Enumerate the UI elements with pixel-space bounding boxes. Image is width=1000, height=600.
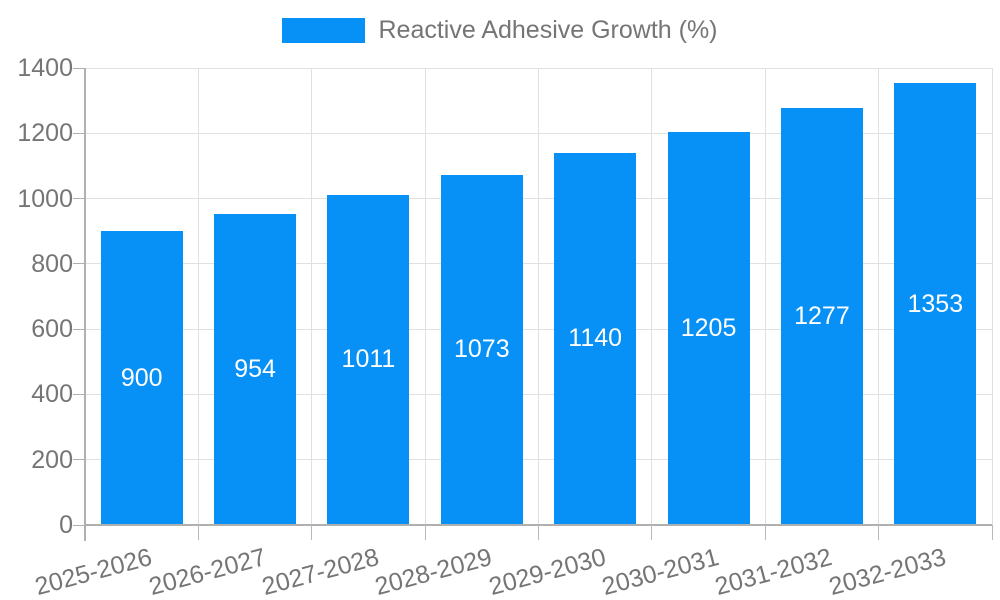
x-axis-tick [764,525,766,540]
y-tick-label: 1200 [17,119,73,148]
gridline-vertical [311,68,313,525]
gridline-vertical [991,68,993,525]
y-tick-label: 800 [31,249,73,278]
y-tick-label: 0 [59,511,73,539]
y-axis-tick [73,524,85,526]
bar-value-label: 1073 [454,335,510,364]
x-tick-label: 2025-2026 [32,543,155,600]
x-tick-label: 2032-2033 [825,543,949,600]
x-tick-label: 2028-2029 [372,543,496,600]
legend-label: Reactive Adhesive Growth (%) [378,16,718,44]
x-axis-tick [878,525,880,540]
x-tick-label: 2030-2031 [599,543,722,600]
y-axis-tick [73,132,85,134]
y-tick-label: 400 [31,380,73,409]
x-axis-tick [651,525,653,540]
gridline-vertical [764,68,766,525]
x-tick-label: 2031-2032 [712,543,836,600]
gridline-vertical [878,68,880,525]
y-tick-label: 200 [31,445,73,474]
bar-value-label: 1205 [680,313,737,342]
y-axis-tick [73,328,85,330]
bar-value-label: 1140 [568,324,623,353]
gridline-vertical [197,68,199,525]
y-axis-tick [73,263,85,265]
bar-value-label: 954 [234,354,276,383]
y-tick-label: 1000 [17,184,73,213]
gridline-vertical [651,68,653,525]
x-axis-tick [424,525,426,540]
bar-2029-2030: 1140 [554,152,637,525]
bar-2031-2032: 1277 [780,108,863,525]
bar-value-label: 1011 [341,345,396,374]
bar-2032-2033: 1353 [894,83,977,525]
bar-value-label: 900 [120,363,163,392]
x-axis-tick [538,525,539,540]
gridline-vertical [538,68,539,525]
bar-2025-2026: 900 [100,231,183,525]
legend: Reactive Adhesive Growth (%) [0,16,1000,45]
bar-2028-2029: 1073 [440,174,523,525]
bar-2026-2027: 954 [214,213,297,525]
y-tick-label: 1400 [17,54,73,82]
x-tick-label: 2029-2030 [485,543,609,600]
bar-value-label: 1353 [907,289,964,318]
y-axis-tick [73,459,85,461]
bar-value-label: 1277 [794,302,850,331]
gridline-vertical [424,68,426,525]
legend-swatch [282,18,366,43]
y-tick-label: 600 [31,315,73,344]
x-axis-tick [991,525,993,540]
bar-2030-2031: 1205 [667,131,750,525]
bar-2027-2028: 1011 [327,194,410,525]
y-axis-tick [73,393,85,395]
y-axis-tick [73,67,85,69]
x-axis-tick [311,525,313,540]
x-axis-tick [197,525,199,540]
x-tick-label: 2026-2027 [145,543,269,600]
y-axis-line [84,68,86,541]
y-axis-tick [73,198,85,200]
x-tick-label: 2027-2028 [258,543,382,600]
